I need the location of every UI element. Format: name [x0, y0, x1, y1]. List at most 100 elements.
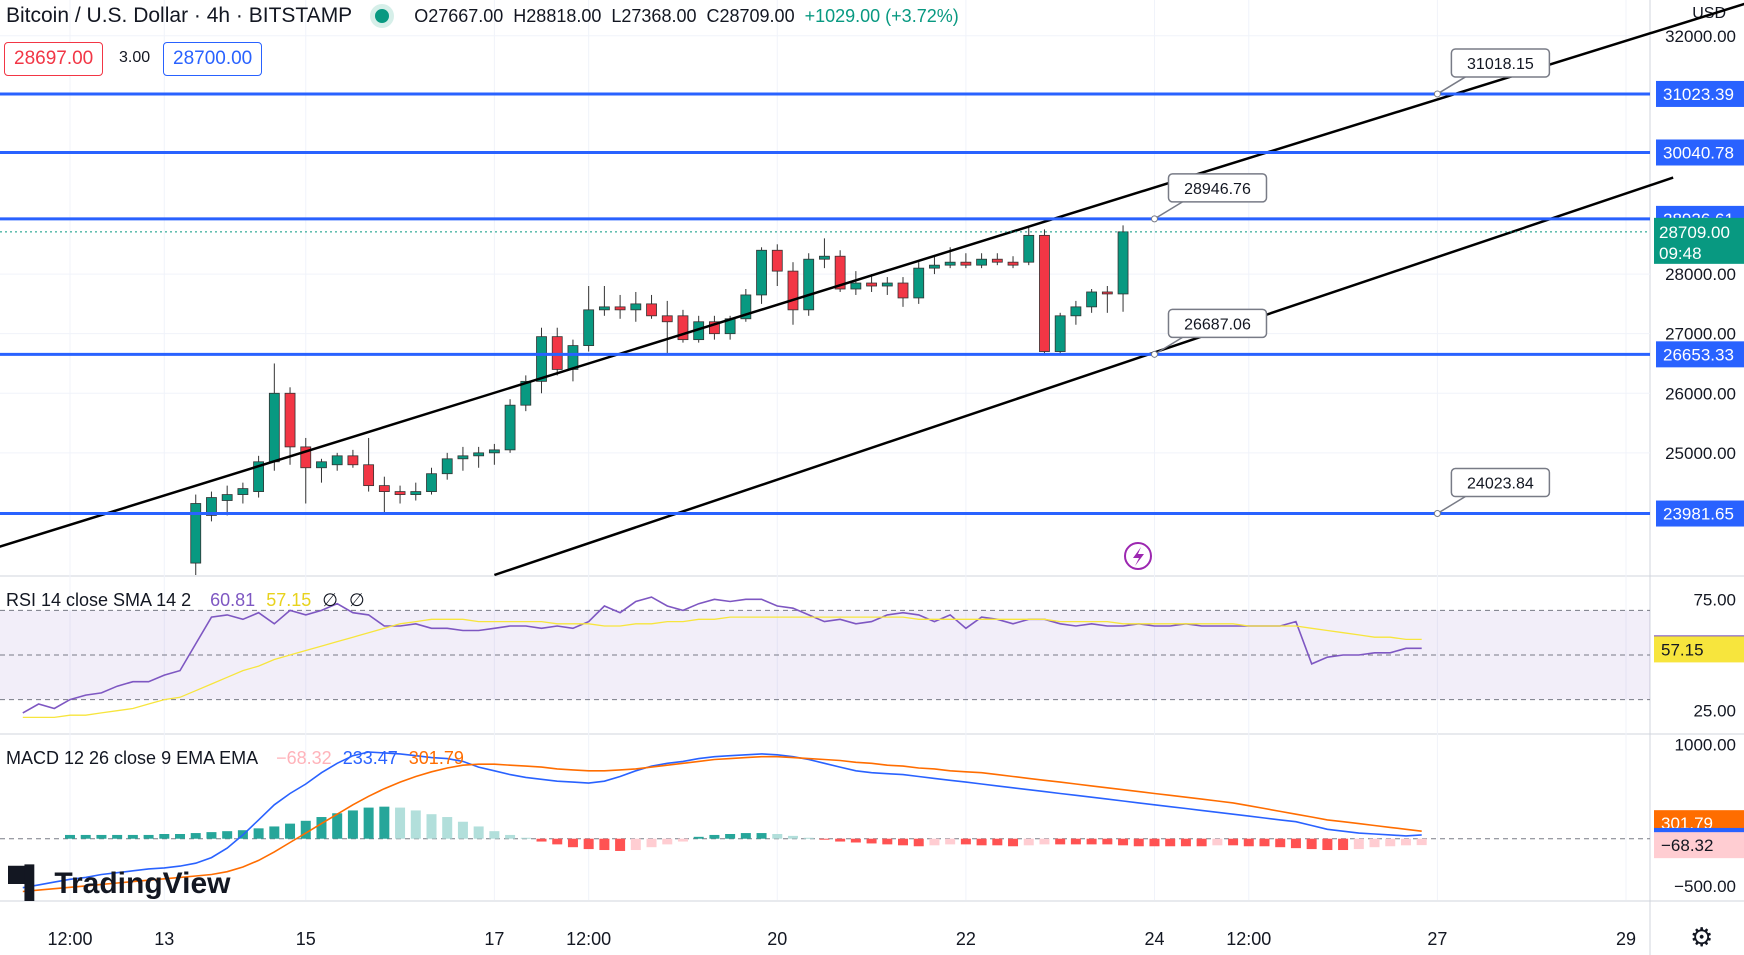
macd-tick-label: 1000.00: [1675, 735, 1736, 754]
gear-icon[interactable]: ⚙: [1690, 922, 1714, 952]
callout-pointer: [1154, 336, 1183, 355]
candle-body: [1101, 291, 1113, 295]
macd-histogram-bar: [347, 810, 358, 839]
high-value: H28818.00: [513, 6, 602, 26]
macd-histogram-bar: [945, 838, 956, 845]
macd-histogram-bar: [1322, 838, 1333, 851]
macd-histogram-bar: [300, 820, 311, 839]
macd-histogram-bar: [112, 834, 123, 839]
candle-body: [803, 258, 815, 311]
last-price-label-bg: [1654, 217, 1744, 264]
macd-histogram-bar: [1306, 838, 1317, 850]
macd-histogram-bar: [1385, 838, 1396, 847]
rsi-sma-last-label: 57.15: [1661, 640, 1704, 659]
candle-body: [819, 255, 830, 260]
macd-histogram-bar: [913, 838, 924, 847]
candle-body: [473, 452, 485, 457]
macd-histogram-bar: [190, 833, 201, 839]
macd-histogram-bar: [866, 838, 877, 844]
candle-body: [646, 303, 657, 317]
macd-histogram-bar: [1196, 838, 1207, 847]
candle-body: [457, 455, 469, 460]
macd-histogram-bar: [206, 832, 217, 839]
candle-body: [441, 458, 453, 475]
macd-histogram-bar: [1149, 838, 1160, 847]
time-tick-label: 29: [1616, 929, 1636, 949]
candle-body: [709, 321, 720, 335]
macd-histogram-bar: [175, 834, 186, 839]
macd-histogram-bar: [1400, 838, 1411, 846]
candle-body: [190, 503, 202, 564]
candle-body: [661, 315, 673, 323]
callout-box: [1450, 48, 1551, 78]
candle-body: [316, 461, 327, 469]
time-tick-label: 12:00: [47, 929, 92, 949]
candle-body: [300, 446, 312, 469]
candle-body: [331, 455, 343, 466]
symbol-title[interactable]: Bitcoin / U.S. Dollar · 4h · BITSTAMP: [6, 4, 353, 27]
macd-histogram-bar: [316, 817, 327, 839]
tradingview-logo-icon: ▀▍: [8, 867, 48, 900]
macd-histogram-bar: [127, 834, 138, 839]
macd-histogram-bar: [1023, 838, 1034, 846]
callout-label: 28946.76: [1184, 181, 1251, 198]
macd-legend-title: MACD 12 26 close 9 EMA EMA: [6, 748, 258, 768]
callout-anchor: [1433, 510, 1441, 518]
macd-legend-value: 233.47: [342, 748, 398, 768]
candle-body: [740, 294, 752, 320]
candle-body: [410, 491, 422, 495]
tradingview-logo[interactable]: ▀▍ TradingView: [8, 866, 231, 901]
macd-hist-last-label: −68.32: [1661, 836, 1713, 855]
candle-body: [363, 464, 375, 487]
candle-body: [897, 282, 909, 299]
macd-histogram-bar: [882, 838, 893, 845]
candle-body: [284, 392, 296, 448]
macd-histogram-bar: [1070, 838, 1081, 845]
price-tick-label: 28000.00: [1665, 265, 1736, 284]
macd-histogram-bar: [709, 834, 720, 839]
macd-histogram-bar: [473, 826, 484, 839]
callout-anchor: [1150, 215, 1158, 223]
candle-body: [1086, 291, 1098, 308]
horizontal-level-label: 26653.33: [1663, 345, 1734, 364]
macd-histogram-bar: [1259, 838, 1270, 847]
candle-body: [677, 315, 689, 341]
time-tick-label: 20: [767, 929, 787, 949]
macd-legend[interactable]: MACD 12 26 close 9 EMA EMA −68.32 233.47…: [6, 748, 464, 769]
macd-histogram-bar: [1055, 838, 1066, 845]
candle-body: [1070, 306, 1082, 317]
macd-histogram-bar: [379, 806, 390, 839]
horizontal-level-label: 31023.39: [1663, 85, 1734, 104]
channel-line: [493, 176, 1674, 577]
macd-histogram-bar: [898, 838, 909, 846]
macd-histogram-bar: [489, 831, 500, 839]
candle-body: [630, 303, 642, 311]
macd-histogram-bar: [772, 834, 783, 839]
macd-histogram-bar: [1228, 838, 1239, 846]
macd-histogram-bar: [646, 838, 657, 848]
sell-price-button[interactable]: 28697.00: [4, 42, 104, 76]
candle-body: [771, 249, 783, 272]
candle-body: [1039, 234, 1050, 352]
buy-price-button[interactable]: 28700.00: [163, 42, 263, 76]
candle-body: [1054, 315, 1066, 352]
macd-histogram-bar: [1416, 838, 1427, 846]
macd-histogram-bar: [520, 837, 531, 839]
rsi-tick-label: 75.00: [1693, 590, 1736, 609]
candle-body: [488, 449, 500, 454]
macd-histogram-bar: [819, 838, 830, 840]
macd-histogram-bar: [96, 834, 107, 839]
macd-histogram-bar: [583, 838, 594, 850]
rsi-legend[interactable]: RSI 14 close SMA 14 2 60.81 57.15 ∅ ∅: [6, 590, 365, 611]
candle-body: [520, 380, 532, 406]
macd-histogram-bar: [253, 828, 264, 839]
rsi-legend-empty-2: ∅: [348, 590, 365, 610]
callout-box: [1167, 173, 1268, 203]
macd-histogram-bar: [442, 817, 453, 839]
macd-histogram-bar: [1039, 838, 1050, 845]
candle-body: [991, 258, 1003, 263]
horizontal-level-label: 30040.78: [1663, 143, 1734, 162]
symbol-header: Bitcoin / U.S. Dollar · 4h · BITSTAMP O27…: [6, 4, 959, 29]
candle-body: [976, 258, 987, 266]
